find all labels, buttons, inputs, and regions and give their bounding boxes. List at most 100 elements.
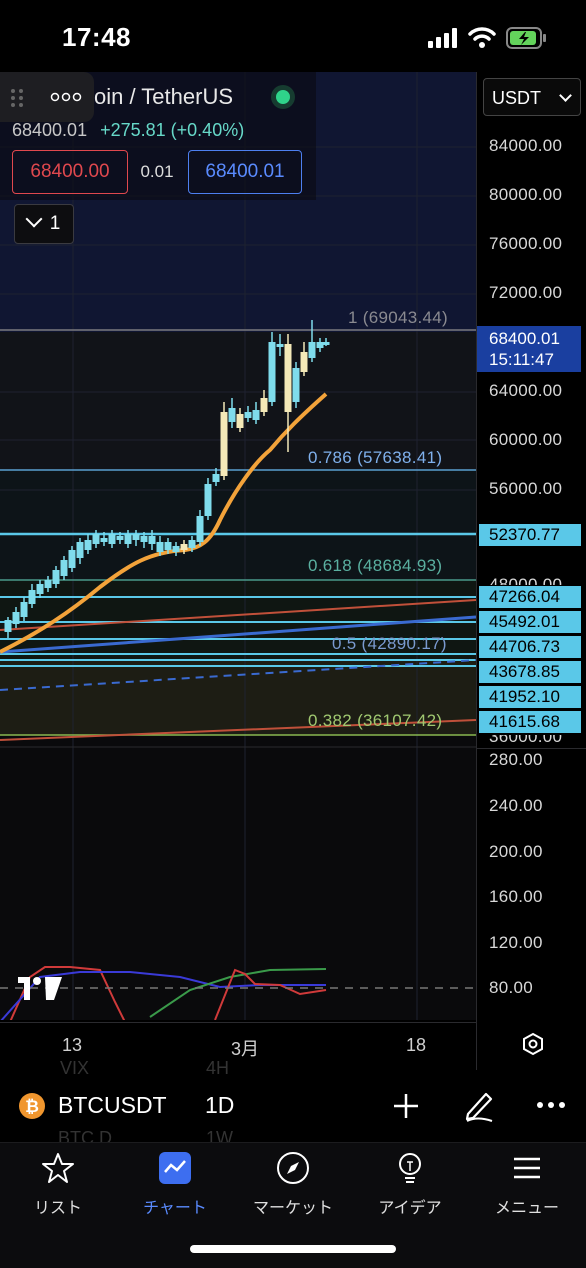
indicator-tick: 240.00 xyxy=(489,796,543,815)
current-price-label: 68400.01 15:11:47 xyxy=(477,326,581,372)
candle-body xyxy=(252,410,260,420)
level-label: 41615.68 xyxy=(479,711,581,733)
candle-body xyxy=(276,344,284,347)
tab-label: メニュー xyxy=(494,1200,559,1217)
tab-chart[interactable]: チャート xyxy=(120,1151,230,1218)
candle-countdown: 15:11:47 xyxy=(489,350,554,369)
tab-market[interactable]: マーケット xyxy=(238,1151,348,1218)
status-time: 17:48 xyxy=(62,22,131,52)
price-chart[interactable]: 1 (69043.44) 0.786 (57638.41) 0.618 (486… xyxy=(0,72,476,1020)
tab-ideas[interactable]: アイデア xyxy=(355,1151,465,1218)
lightbulb-icon xyxy=(399,1153,421,1183)
candle-body xyxy=(172,546,180,552)
settings-hexagon-icon[interactable] xyxy=(521,1032,545,1056)
grid xyxy=(0,72,476,1020)
more-icon[interactable] xyxy=(536,1100,566,1110)
chevron-down-icon xyxy=(559,89,572,102)
candle-body xyxy=(308,342,316,358)
price-tick: 56000.00 xyxy=(489,479,563,498)
level-label: 47266.04 xyxy=(479,586,581,608)
price-tick: 60000.00 xyxy=(489,430,563,449)
tab-label: マーケット xyxy=(252,1200,333,1217)
price-axis[interactable]: USDT 84000.00 80000.00 76000.00 72000.00… xyxy=(476,72,586,1072)
indicator-tick: 280.00 xyxy=(489,750,543,769)
time-tick: 13 xyxy=(62,1035,83,1055)
drag-handle-icon[interactable] xyxy=(10,88,24,108)
wifi-icon xyxy=(468,27,496,48)
collapse-indicators-button[interactable]: 1 xyxy=(14,204,74,244)
interval-button[interactable]: 1D xyxy=(205,1092,235,1118)
candle-body xyxy=(228,408,236,422)
price-tick: 76000.00 xyxy=(489,234,563,253)
level-label: 41952.10 xyxy=(479,686,581,708)
status-bar: 17:48 xyxy=(0,0,586,72)
buy-button[interactable]: 68400.01 xyxy=(188,150,302,194)
fib-label-1: 1 (69043.44) xyxy=(348,308,449,327)
price-tick: 64000.00 xyxy=(489,381,563,400)
candle-body xyxy=(322,342,330,345)
currency-select[interactable]: USDT xyxy=(483,78,581,116)
sell-button[interactable]: 68400.00 xyxy=(12,150,128,194)
indicator-count: 1 xyxy=(49,213,61,234)
price-tick: 72000.00 xyxy=(489,283,563,302)
candle-body xyxy=(92,534,100,544)
candle-body xyxy=(100,538,108,542)
bitcoin-icon: ₿ xyxy=(19,1093,45,1119)
more-options-icon[interactable] xyxy=(50,92,82,102)
candle-body xyxy=(124,534,132,544)
tab-menu[interactable]: メニュー xyxy=(472,1151,582,1218)
price-change-line: 68400.01 +275.81 (+0.40%) xyxy=(12,120,244,141)
candle-body xyxy=(108,534,116,544)
candle-body xyxy=(316,342,324,348)
last-price: 68400.01 xyxy=(12,120,88,140)
trend-line-red-upper xyxy=(0,599,476,631)
drawing-pen-icon[interactable] xyxy=(462,1088,496,1122)
candle-body xyxy=(156,542,164,552)
candle-body xyxy=(180,544,188,550)
compass-icon xyxy=(277,1152,309,1184)
tab-label: チャート xyxy=(143,1200,207,1217)
candle-body xyxy=(68,550,76,568)
candle-body xyxy=(76,542,84,558)
candle-body xyxy=(220,412,228,476)
legend-handle[interactable] xyxy=(0,72,94,122)
level-label: 45492.01 xyxy=(479,611,581,633)
tab-list[interactable]: リスト xyxy=(3,1151,113,1218)
candle-body xyxy=(36,584,44,594)
indicator-tick: 80.00 xyxy=(489,978,534,997)
symbol-name[interactable]: BTCUSDT xyxy=(58,1092,167,1118)
symbol-title: oin / TetherUS xyxy=(94,84,234,109)
candlesticks xyxy=(4,320,330,638)
candle-body xyxy=(292,368,300,402)
candle-body xyxy=(116,536,124,540)
candle-body xyxy=(20,602,28,617)
price-tick: 80000.00 xyxy=(489,185,563,204)
candle-body xyxy=(4,620,12,632)
candle-body xyxy=(44,580,52,588)
candle-body xyxy=(12,612,20,624)
candle-body xyxy=(140,536,148,542)
trend-line-blue-dashed xyxy=(0,659,476,691)
chevron-down-icon xyxy=(25,210,43,228)
fib-label-0382: 0.382 (36107.42) xyxy=(308,711,443,730)
candle-body xyxy=(284,344,292,412)
indicator-lines xyxy=(0,966,476,1020)
add-icon[interactable] xyxy=(392,1092,420,1120)
candle-body xyxy=(236,414,244,428)
star-icon xyxy=(42,1153,74,1183)
level-label: 44706.73 xyxy=(479,636,581,658)
time-axis[interactable]: 13 3月 18 xyxy=(0,1022,476,1069)
time-tick: 18 xyxy=(406,1035,427,1055)
level-label: 43678.85 xyxy=(479,661,581,683)
candle-body xyxy=(244,412,252,418)
time-tick: 3月 xyxy=(231,1039,260,1059)
candle-body xyxy=(84,540,92,550)
symbol-bar: VIX 4H BTC.D 1W ₿ BTCUSDT 1D xyxy=(0,1058,586,1148)
candle-body xyxy=(204,484,212,516)
fib-label-05: 0.5 (42890.17) xyxy=(332,634,447,653)
chart-canvas[interactable] xyxy=(0,72,476,1020)
svg-text:₿: ₿ xyxy=(25,1097,39,1116)
candle-body xyxy=(260,398,268,412)
tab-label: リスト xyxy=(33,1200,82,1217)
indicator-tick: 200.00 xyxy=(489,842,543,861)
